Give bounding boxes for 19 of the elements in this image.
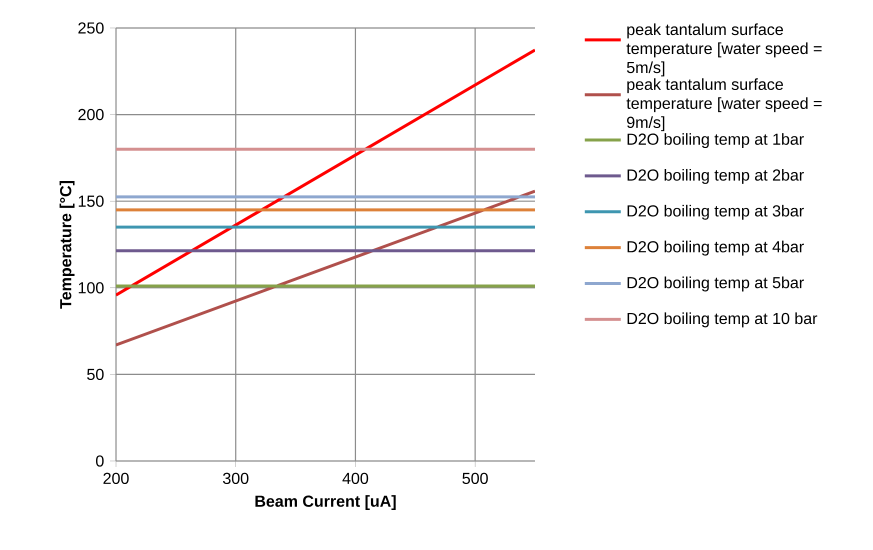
y-tick-label: 0 [96,455,104,467]
y-axis-title: Temperature [°C] [60,181,75,309]
legend-label: D2O boiling temp at 5bar [628,276,804,292]
legend-label: D2O boiling temp at 3bar [628,204,804,220]
x-axis-title: Beam Current [uA] [255,495,396,510]
legend-label: peak tantalum surface temperature [water speed = 9m/s] [626,78,822,132]
y-tick-label: 50 [87,368,104,380]
y-tick-label: 200 [78,108,104,120]
legend-label: D2O boiling temp at 1bar [628,133,804,148]
x-tick-label: 300 [222,472,248,484]
y-tick-label: 100 [78,282,104,294]
legend-label: D2O boiling temp at 10 bar [628,312,818,328]
legend-label: D2O boiling temp at 2bar [628,168,804,184]
x-tick-label: 400 [342,472,368,484]
x-tick-label: 200 [103,472,129,484]
y-tick-label: 250 [78,22,104,34]
legend-label: D2O boiling temp at 4bar [628,240,804,256]
x-tick-label: 500 [462,472,488,484]
y-tick-label: 150 [78,196,104,207]
